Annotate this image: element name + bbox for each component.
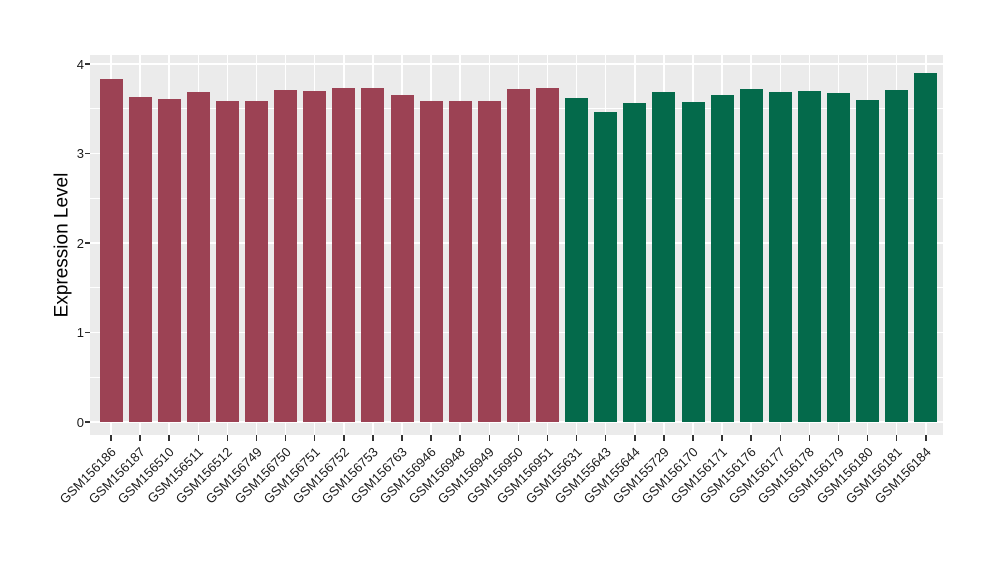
x-tick-mark: [284, 435, 287, 441]
y-tick-label: 1: [76, 325, 84, 340]
x-tick-mark: [575, 435, 578, 441]
x-tick-mark: [692, 435, 694, 441]
bar-GSM156184: [914, 72, 938, 422]
x-tick-mark: [779, 435, 782, 441]
gridline-major: [90, 63, 943, 65]
x-tick-mark: [401, 435, 403, 441]
y-tick-label: 2: [76, 235, 84, 251]
bar-GSM156179: [827, 92, 850, 422]
x-tick-mark: [517, 435, 520, 441]
bar-GSM156752: [332, 88, 356, 422]
bar-GSM156753: [361, 88, 385, 422]
x-tick-mark: [430, 435, 432, 441]
x-tick-mark: [197, 435, 200, 441]
x-tick-mark: [110, 435, 112, 441]
bar-GSM155631: [565, 98, 589, 422]
x-tick-mark: [226, 435, 229, 441]
bar-GSM155644: [623, 102, 647, 422]
bar-GSM156170: [681, 101, 705, 422]
x-tick-mark: [925, 435, 927, 441]
x-tick-mark: [895, 435, 898, 441]
x-tick-mark: [488, 435, 491, 441]
bar-GSM156186: [99, 79, 123, 422]
y-tick-mark: [85, 242, 90, 244]
gridline-major: [90, 421, 943, 423]
y-tick-mark: [85, 152, 90, 155]
bar-GSM156946: [419, 100, 443, 422]
x-tick-mark: [721, 435, 723, 441]
bar-GSM155643: [594, 112, 618, 422]
bar-GSM156751: [303, 90, 327, 422]
bar-GSM156948: [448, 100, 472, 422]
x-tick-mark: [808, 435, 811, 441]
y-tick-mark: [85, 331, 90, 334]
x-tick-mark: [837, 435, 840, 441]
plot-panel: [90, 55, 943, 435]
bar-GSM156180: [856, 99, 880, 422]
x-tick-mark: [343, 435, 345, 441]
x-tick-mark: [372, 435, 374, 441]
bar-GSM156181: [885, 89, 909, 422]
x-tick-mark: [139, 435, 141, 441]
x-tick-mark: [663, 435, 665, 441]
y-tick-label: 4: [76, 56, 84, 72]
bar-GSM156512: [215, 100, 239, 422]
x-tick-mark: [546, 435, 549, 441]
bar-GSM156177: [768, 91, 792, 422]
bar-GSM156749: [245, 100, 268, 422]
y-tick-mark: [85, 421, 90, 423]
x-tick-mark: [750, 435, 752, 441]
x-tick-mark: [255, 435, 258, 441]
bar-GSM155729: [652, 91, 676, 422]
y-tick-mark: [85, 63, 90, 65]
bar-GSM156176: [739, 89, 763, 422]
bar-GSM156171: [710, 95, 734, 422]
bar-GSM156951: [536, 88, 559, 422]
y-tick-label: 0: [76, 414, 84, 430]
bar-GSM156187: [128, 97, 152, 422]
x-tick-mark: [604, 435, 607, 441]
x-tick-mark: [168, 435, 170, 441]
x-tick-mark: [634, 435, 636, 441]
x-tick-mark: [313, 435, 316, 441]
bar-GSM156510: [157, 98, 181, 422]
bar-GSM156950: [506, 89, 530, 422]
x-tick-mark: [459, 435, 461, 441]
bar-GSM156949: [477, 100, 501, 422]
y-tick-label: 3: [76, 146, 84, 161]
bar-GSM156511: [186, 91, 210, 422]
bar-GSM156763: [390, 95, 414, 422]
x-tick-mark: [866, 435, 869, 441]
bar-GSM156178: [797, 90, 821, 422]
bar-GSM156750: [274, 89, 298, 422]
